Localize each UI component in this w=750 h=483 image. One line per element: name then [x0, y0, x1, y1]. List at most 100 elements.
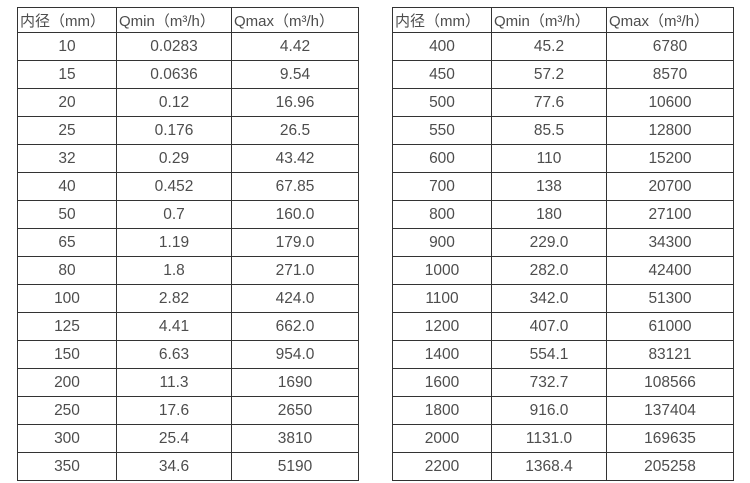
table-cell: 32 — [17, 144, 117, 173]
table-cell: 282.0 — [491, 256, 607, 285]
table-cell: 250 — [17, 396, 117, 425]
table-row: 32 0.29 43.42 — [17, 144, 359, 173]
table-row: 2000 1131.0 169635 — [392, 424, 734, 453]
table-cell: 1100 — [392, 284, 492, 313]
table-cell: 271.0 — [231, 256, 359, 285]
table-cell: 229.0 — [491, 228, 607, 257]
table-row: 80 1.8 271.0 — [17, 256, 359, 285]
table-row: 500 77.6 10600 — [392, 88, 734, 117]
flow-spec-table-large-diameters: 内径（mm） Qmin（m³/h） Qmax（m³/h） 400 45.2 6780 45… — [392, 7, 734, 481]
table-row: 1600 732.7 108566 — [392, 368, 734, 397]
table-cell: 110 — [491, 144, 607, 173]
table-cell: 4.42 — [231, 32, 359, 61]
table-cell: 61000 — [606, 312, 734, 341]
header-cell: Qmin（m³/h） — [116, 7, 232, 33]
table-cell: 6.63 — [116, 340, 232, 369]
table-row: 600 110 15200 — [392, 144, 734, 173]
table-cell: 67.85 — [231, 172, 359, 201]
table-cell: 700 — [392, 172, 492, 201]
table-cell: 407.0 — [491, 312, 607, 341]
table-cell: 108566 — [606, 368, 734, 397]
table-cell: 916.0 — [491, 396, 607, 425]
table-cell: 50 — [17, 200, 117, 229]
table-cell: 400 — [392, 32, 492, 61]
table-cell: 77.6 — [491, 88, 607, 117]
table-row: 2200 1368.4 205258 — [392, 452, 734, 481]
table-row: 50 0.7 160.0 — [17, 200, 359, 229]
header-cell: Qmin（m³/h） — [491, 7, 607, 33]
table-cell: 342.0 — [491, 284, 607, 313]
header-cell: Qmax（m³/h） — [231, 7, 359, 33]
table-cell: 10600 — [606, 88, 734, 117]
table-cell: 15 — [17, 60, 117, 89]
table-row: 550 85.5 12800 — [392, 116, 734, 145]
table-cell: 954.0 — [231, 340, 359, 369]
table-row: 400 45.2 6780 — [392, 32, 734, 61]
table-row: 20 0.12 16.96 — [17, 88, 359, 117]
table-cell: 1200 — [392, 312, 492, 341]
table-row: 40 0.452 67.85 — [17, 172, 359, 201]
table-cell: 138 — [491, 172, 607, 201]
table-row: 100 2.82 424.0 — [17, 284, 359, 313]
table-cell: 51300 — [606, 284, 734, 313]
table-row: 250 17.6 2650 — [17, 396, 359, 425]
table-cell: 12800 — [606, 116, 734, 145]
table-cell: 43.42 — [231, 144, 359, 173]
table-row: 内径（mm） Qmin（m³/h） Qmax（m³/h） — [392, 7, 734, 33]
table-row: 65 1.19 179.0 — [17, 228, 359, 257]
table-cell: 200 — [17, 368, 117, 397]
table-cell: 424.0 — [231, 284, 359, 313]
table-cell: 11.3 — [116, 368, 232, 397]
table-row: 10 0.0283 4.42 — [17, 32, 359, 61]
table-header-row: 内径（mm） Qmin（m³/h） Qmax（m³/h） — [17, 7, 359, 33]
table-cell: 9.54 — [231, 60, 359, 89]
table-cell: 0.12 — [116, 88, 232, 117]
table-cell: 150 — [17, 340, 117, 369]
table-cell: 34.6 — [116, 452, 232, 481]
table-cell: 83121 — [606, 340, 734, 369]
table-cell: 8570 — [606, 60, 734, 89]
table-cell: 57.2 — [491, 60, 607, 89]
table-cell: 1690 — [231, 368, 359, 397]
table-cell: 2200 — [392, 452, 492, 481]
table-cell: 34300 — [606, 228, 734, 257]
table-body: 10 0.0283 4.42 15 0.0636 9.54 20 0.12 16.96 25 0.1… — [17, 32, 359, 481]
table-cell: 160.0 — [231, 200, 359, 229]
table-cell: 300 — [17, 424, 117, 453]
table-row: 200 11.3 1690 — [17, 368, 359, 397]
table-cell: 500 — [392, 88, 492, 117]
header-cell: 内径（mm） — [17, 7, 117, 33]
table-row: 150 6.63 954.0 — [17, 340, 359, 369]
table-cell: 550 — [392, 116, 492, 145]
table-cell: 1000 — [392, 256, 492, 285]
table-cell: 0.0636 — [116, 60, 232, 89]
table-cell: 1368.4 — [491, 452, 607, 481]
table-cell: 42400 — [606, 256, 734, 285]
table-row: 900 229.0 34300 — [392, 228, 734, 257]
table-cell: 85.5 — [491, 116, 607, 145]
table-row: 300 25.4 3810 — [17, 424, 359, 453]
table-cell: 4.41 — [116, 312, 232, 341]
table-cell: 350 — [17, 452, 117, 481]
table-cell: 2650 — [231, 396, 359, 425]
table-cell: 1.8 — [116, 256, 232, 285]
table-cell: 27100 — [606, 200, 734, 229]
table-cell: 800 — [392, 200, 492, 229]
table-cell: 450 — [392, 60, 492, 89]
table-cell: 1600 — [392, 368, 492, 397]
table-cell: 600 — [392, 144, 492, 173]
table-cell: 2000 — [392, 424, 492, 453]
table-cell: 80 — [17, 256, 117, 285]
table-cell: 179.0 — [231, 228, 359, 257]
table-cell: 169635 — [606, 424, 734, 453]
table-cell: 900 — [392, 228, 492, 257]
table-cell: 20 — [17, 88, 117, 117]
table-cell: 0.176 — [116, 116, 232, 145]
table-cell: 5190 — [231, 452, 359, 481]
table-cell: 25 — [17, 116, 117, 145]
table-row: 1100 342.0 51300 — [392, 284, 734, 313]
table-row: 1000 282.0 42400 — [392, 256, 734, 285]
table-cell: 17.6 — [116, 396, 232, 425]
table-cell: 1131.0 — [491, 424, 607, 453]
